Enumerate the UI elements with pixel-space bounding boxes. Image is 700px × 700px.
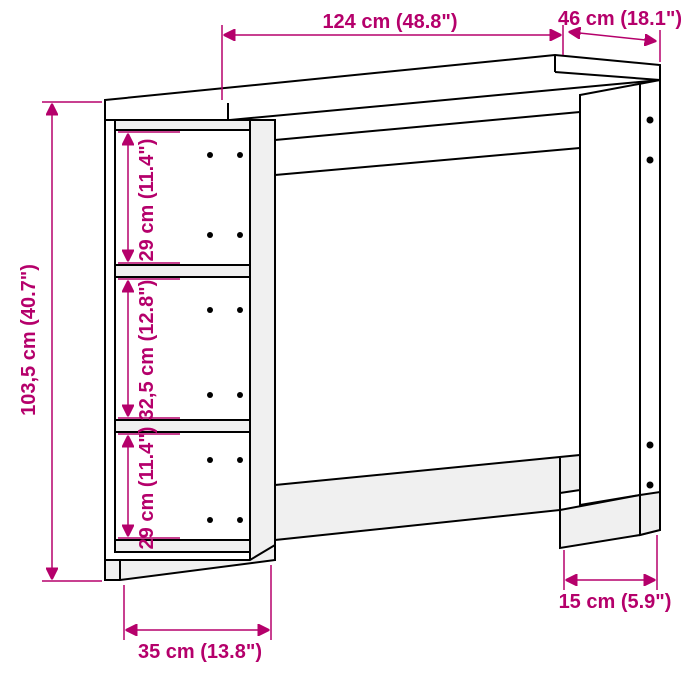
dim-depth: 46 cm (18.1") <box>558 8 682 30</box>
dim-shelf1: 29 cm (11.4") <box>136 139 158 262</box>
dimension-diagram: 124 cm (48.8") 46 cm (18.1") 103,5 cm (4… <box>0 0 700 700</box>
dim-footw: 15 cm (5.9") <box>559 591 672 613</box>
dim-shelf2: 32,5 cm (12.8") <box>136 280 158 421</box>
dim-width: 124 cm (48.8") <box>322 11 457 33</box>
dim-shelf3: 29 cm (11.4") <box>136 427 158 550</box>
dim-basew: 35 cm (13.8") <box>138 641 262 663</box>
furniture-drawing <box>105 55 660 580</box>
dim-height: 103,5 cm (40.7") <box>18 264 40 416</box>
